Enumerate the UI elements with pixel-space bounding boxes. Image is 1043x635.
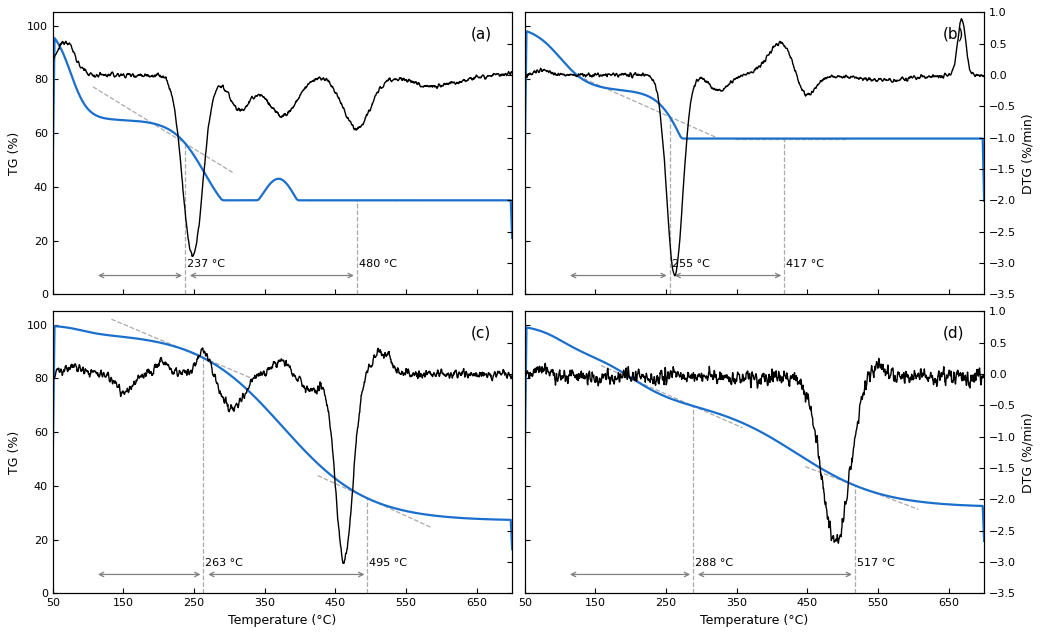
Text: (a): (a) [470,27,492,41]
Text: 237 °C: 237 °C [187,260,225,269]
Y-axis label: TG (%): TG (%) [8,431,21,474]
Text: 263 °C: 263 °C [205,558,243,568]
X-axis label: Temperature (°C): Temperature (°C) [700,613,808,627]
Text: 417 °C: 417 °C [786,260,824,269]
Text: (d): (d) [943,325,965,340]
Text: 495 °C: 495 °C [369,558,408,568]
Y-axis label: DTG (%/min): DTG (%/min) [1022,113,1035,194]
Text: 288 °C: 288 °C [695,558,733,568]
Text: 480 °C: 480 °C [359,260,396,269]
Text: 255 °C: 255 °C [672,260,709,269]
Y-axis label: DTG (%/min): DTG (%/min) [1022,412,1035,493]
Text: (b): (b) [943,27,965,41]
Text: (c): (c) [470,325,491,340]
Y-axis label: TG (%): TG (%) [8,131,21,175]
X-axis label: Temperature (°C): Temperature (°C) [228,613,337,627]
Text: 517 °C: 517 °C [857,558,895,568]
